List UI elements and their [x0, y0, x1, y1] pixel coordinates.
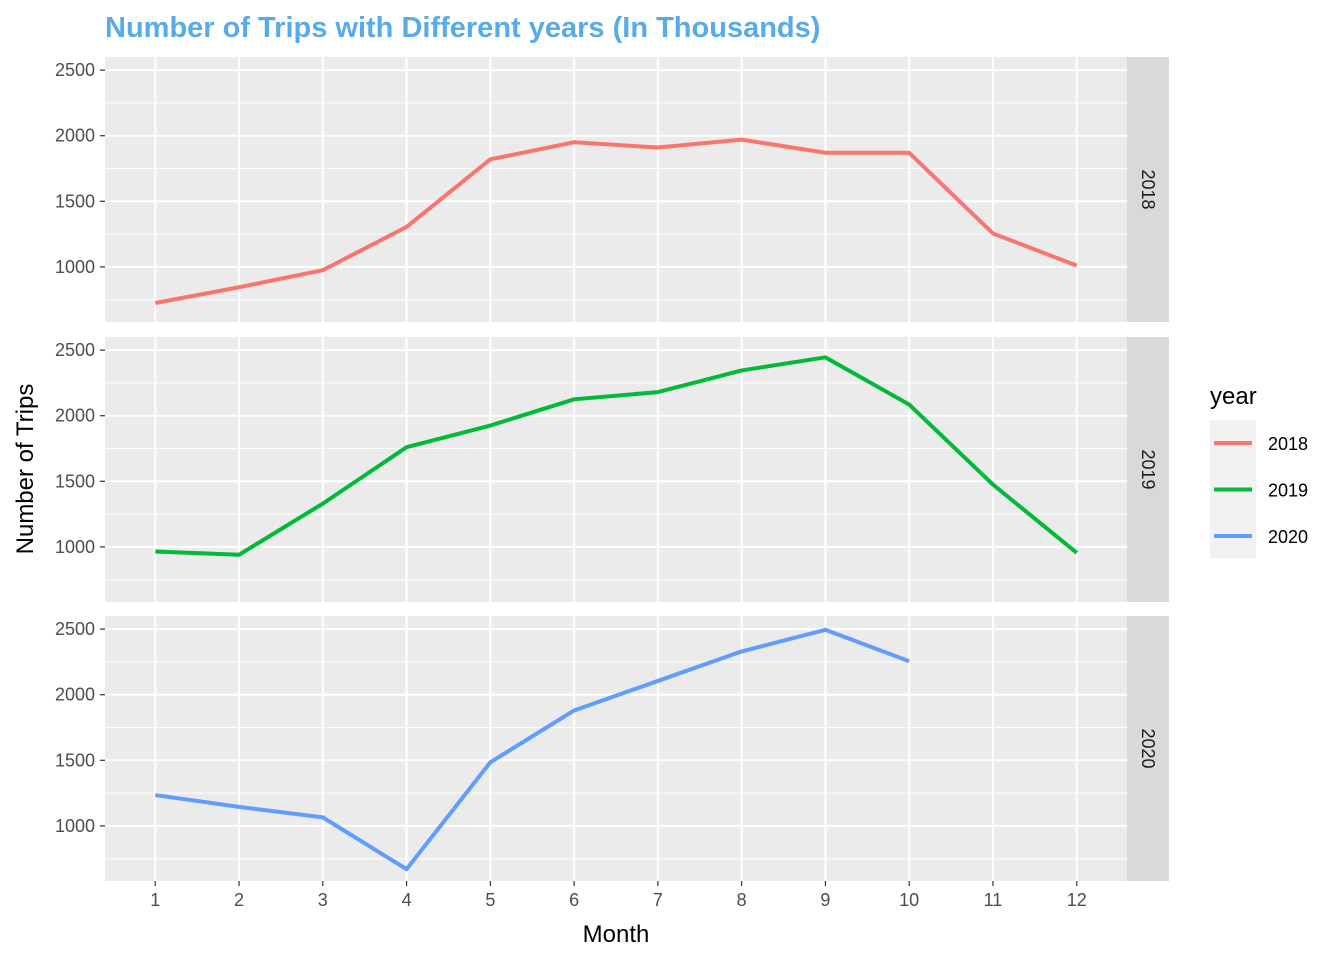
- x-axis-title: Month: [583, 921, 650, 948]
- x-tick-label: 9: [820, 890, 830, 910]
- panel-background: [105, 337, 1127, 602]
- panel-2019: 1000 1500 2000 2500 2019: [55, 337, 1169, 602]
- x-tick-label: 1: [150, 890, 160, 910]
- y-tick-label: 2500: [55, 340, 95, 360]
- y-tick-label: 1000: [55, 816, 95, 836]
- y-tick-label: 2500: [55, 619, 95, 639]
- x-tick-label: 6: [569, 890, 579, 910]
- panel-background: [105, 616, 1127, 881]
- y-tick-label: 1500: [55, 191, 95, 211]
- legend-label: 2019: [1268, 481, 1308, 501]
- x-tick-label: 7: [653, 890, 663, 910]
- x-tick-label: 12: [1067, 890, 1087, 910]
- facet-strip: [1127, 57, 1169, 322]
- y-tick-label: 1500: [55, 750, 95, 770]
- facet-panels: 1000 1500 2000 2500 2018 1000 1500 2000 2500 2019…: [55, 57, 1169, 881]
- y-tick-label: 2000: [55, 406, 95, 426]
- legend-label: 2018: [1268, 434, 1308, 454]
- series-line-2019: [155, 355, 1079, 557]
- series-line-2018: [154, 137, 1078, 305]
- facet-strip-label: 2019: [1138, 449, 1158, 489]
- legend: year 2018 2019 2020: [1210, 383, 1308, 558]
- chart-title: Number of Trips with Different years (In…: [105, 12, 820, 44]
- x-tick-label: 11: [984, 890, 1003, 910]
- legend-title: year: [1210, 383, 1257, 410]
- x-tick-label: 2: [234, 890, 244, 910]
- facet-strip-label: 2020: [1138, 728, 1158, 768]
- y-tick-label: 1000: [55, 537, 95, 557]
- legend-items: 2018 2019 2020: [1214, 434, 1308, 547]
- facet-strip: [1127, 337, 1169, 602]
- x-tick-label: 5: [485, 890, 495, 910]
- x-axis: 1 2 3 4 5 6 7 8 9 10 11 12: [150, 881, 1087, 910]
- y-tick-label: 2000: [55, 126, 95, 146]
- x-tick-label: 4: [402, 890, 412, 910]
- y-tick-label: 2500: [55, 60, 95, 80]
- panel-2018: 1000 1500 2000 2500 2018: [55, 57, 1169, 322]
- x-tick-label: 10: [899, 890, 919, 910]
- series-line-2020: [154, 627, 910, 872]
- y-tick-label: 2000: [55, 685, 95, 705]
- legend-label: 2020: [1268, 527, 1308, 547]
- y-axis-title: Number of Trips: [12, 384, 39, 555]
- y-tick-label: 1000: [55, 257, 95, 277]
- x-tick-label: 8: [737, 890, 747, 910]
- y-tick-label: 1500: [55, 471, 95, 491]
- x-tick-label: 3: [318, 890, 328, 910]
- facet-strip-label: 2018: [1138, 169, 1158, 209]
- facet-strip: [1127, 616, 1169, 881]
- panel-2020: 1000 1500 2000 2500 2020: [55, 616, 1169, 881]
